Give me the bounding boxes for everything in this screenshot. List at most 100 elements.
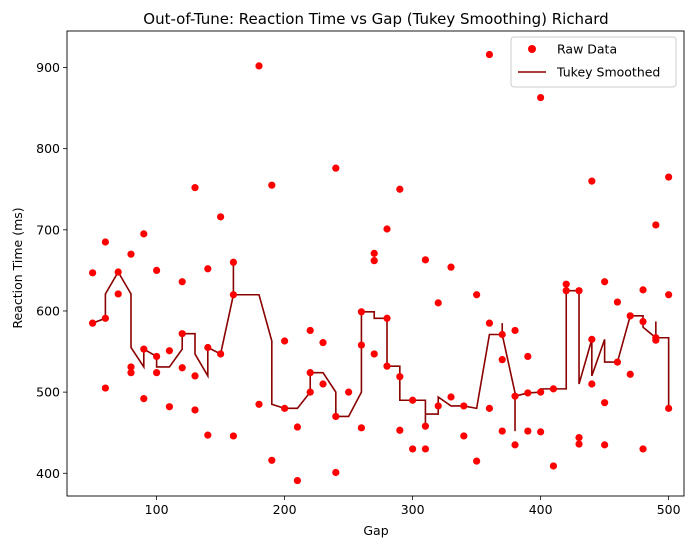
data-point (524, 352, 532, 361)
data-point (383, 362, 391, 370)
data-point (537, 93, 545, 102)
data-point (114, 268, 122, 276)
data-point (588, 380, 596, 388)
data-point (101, 314, 109, 322)
data-point (498, 330, 506, 339)
data-point (485, 50, 494, 59)
data-point (281, 337, 289, 345)
data-point (421, 422, 430, 430)
x-tick-label: 100 (145, 502, 169, 517)
data-point (639, 445, 647, 453)
data-point (485, 404, 494, 412)
data-point (178, 278, 186, 286)
data-point (524, 427, 532, 435)
data-point (357, 308, 366, 316)
data-point (549, 385, 558, 393)
data-point (217, 213, 225, 221)
smoothed-line (92, 262, 670, 432)
legend-smoothed-label: Tukey Smoothed (556, 65, 660, 80)
data-point (639, 286, 647, 294)
data-point (293, 476, 302, 485)
data-point (434, 299, 442, 307)
data-point (306, 369, 314, 377)
x-axis-label: Gap (363, 523, 388, 538)
data-point (652, 336, 660, 344)
data-point (562, 280, 570, 288)
data-point (383, 225, 391, 233)
data-point (293, 423, 302, 431)
data-point (127, 363, 135, 371)
data-point (613, 358, 622, 366)
data-point (601, 399, 609, 407)
y-axis-label: Reaction Time (ms) (10, 207, 25, 328)
data-point (191, 184, 199, 192)
data-point (370, 249, 378, 257)
raw-data-series (89, 50, 673, 485)
data-point (485, 319, 494, 327)
data-point (537, 428, 545, 436)
y-tick-label: 400 (36, 466, 60, 481)
data-point (549, 462, 558, 470)
data-point (127, 250, 135, 258)
data-point (153, 369, 161, 377)
x-axis: 100 200 300 400 500 (145, 496, 681, 517)
data-point (191, 372, 199, 380)
data-point (255, 62, 263, 70)
data-point (626, 370, 634, 378)
data-point (127, 369, 135, 377)
data-point (396, 426, 404, 434)
data-point (396, 185, 404, 193)
data-point (396, 373, 404, 381)
data-point (370, 350, 378, 358)
data-point (626, 312, 634, 320)
smoothed-series (92, 262, 670, 432)
data-point (140, 230, 148, 238)
data-point (229, 432, 238, 440)
y-axis: 400 500 600 700 800 900 (36, 60, 67, 481)
data-point (498, 356, 506, 364)
data-point (319, 339, 327, 347)
data-point (140, 345, 148, 353)
data-point (114, 290, 122, 298)
data-point (281, 404, 289, 412)
data-point (217, 350, 225, 358)
data-point (537, 388, 545, 396)
legend: Raw Data Tukey Smoothed (510, 36, 677, 88)
data-point (409, 396, 417, 404)
data-point (370, 257, 378, 265)
data-point (178, 330, 186, 338)
data-point (332, 412, 340, 421)
data-point (345, 388, 353, 396)
data-point (665, 173, 673, 181)
data-point (421, 445, 430, 453)
x-tick-label: 400 (529, 502, 553, 517)
data-point (652, 221, 660, 229)
data-point (89, 269, 97, 277)
data-point (613, 298, 622, 306)
chart-title: Out-of-Tune: Reaction Time vs Gap (Tukey… (143, 10, 608, 28)
legend-box (510, 36, 677, 88)
data-point (357, 424, 366, 432)
data-point (447, 393, 455, 401)
data-point (524, 389, 532, 397)
data-point (562, 287, 570, 295)
data-point (332, 164, 340, 172)
data-point (383, 314, 391, 322)
data-point (511, 326, 519, 335)
data-point (306, 388, 314, 396)
data-point (306, 326, 314, 335)
data-point (434, 402, 442, 410)
y-tick-label: 500 (36, 385, 60, 400)
data-point (255, 400, 263, 408)
data-point (204, 431, 212, 439)
data-point (153, 352, 161, 361)
y-tick-label: 900 (36, 60, 60, 75)
data-point (204, 265, 212, 273)
x-tick-label: 200 (273, 502, 297, 517)
data-point (101, 238, 109, 246)
data-point (178, 364, 186, 372)
data-point (229, 291, 238, 299)
data-point (421, 256, 430, 264)
legend-raw-label: Raw Data (557, 42, 617, 57)
